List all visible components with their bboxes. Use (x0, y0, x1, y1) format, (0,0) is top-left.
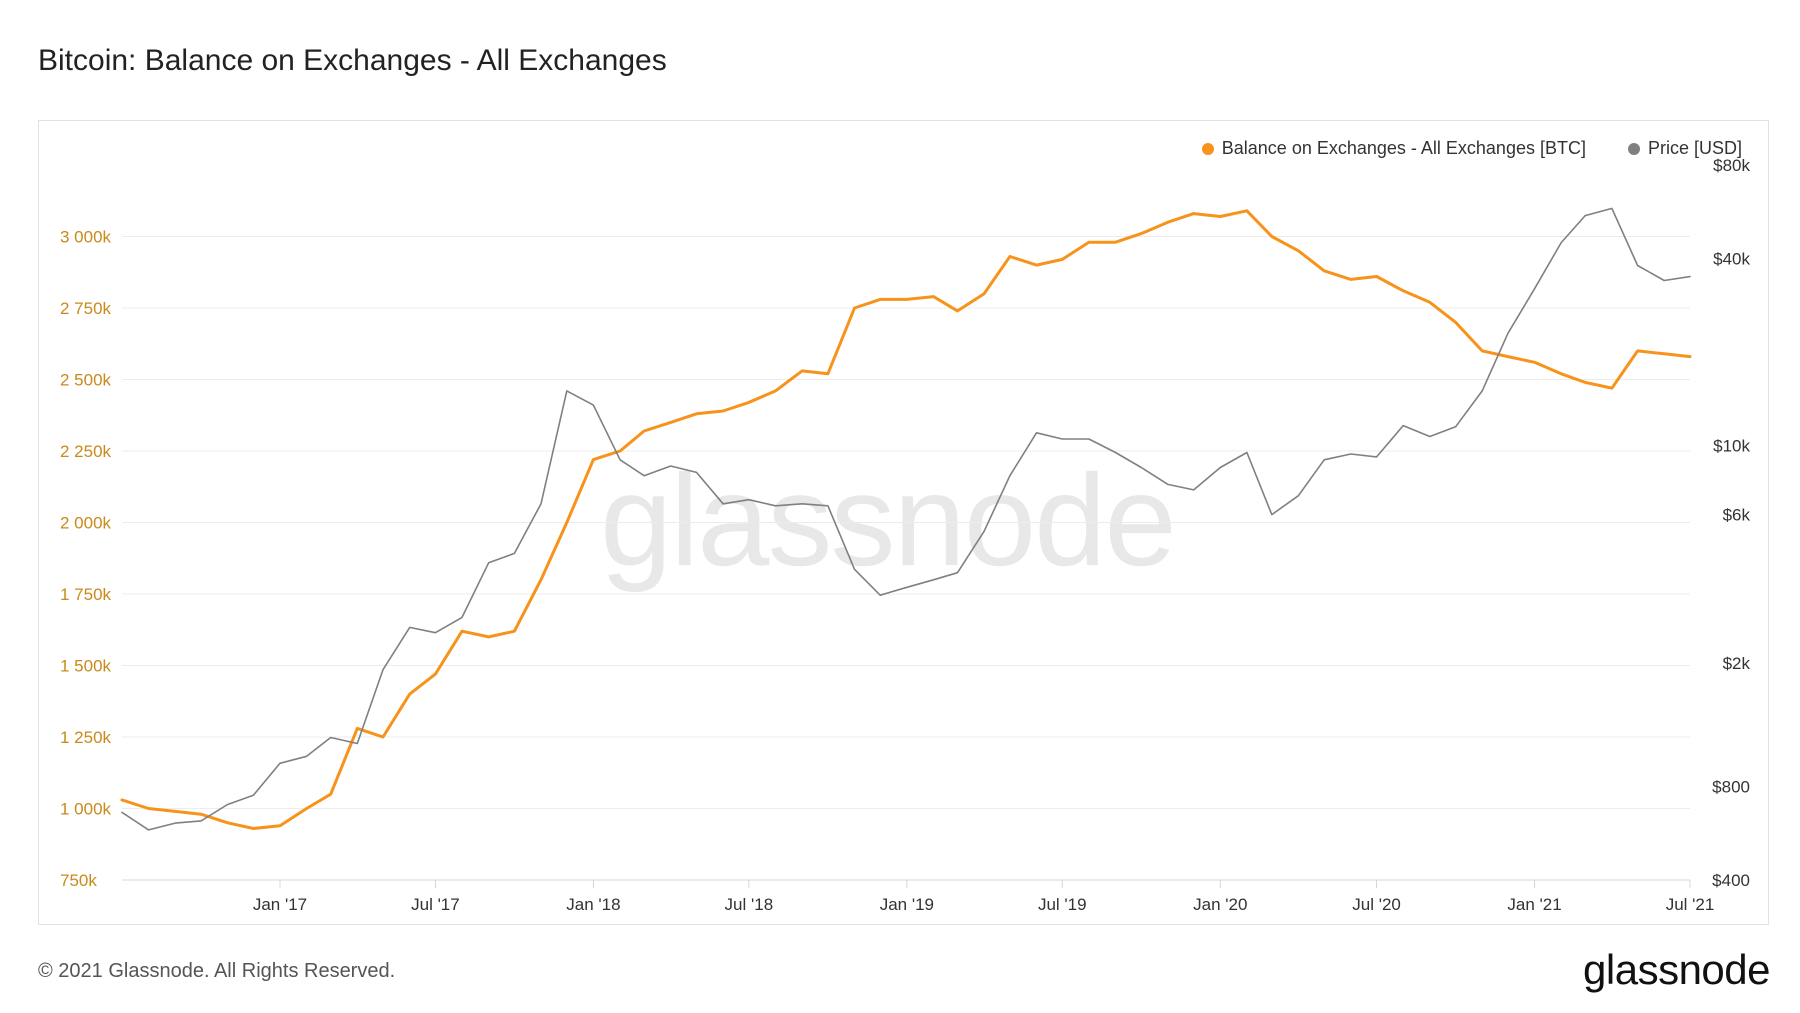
legend-dot-price (1627, 142, 1640, 155)
right-axis-tick-label: $800 (1712, 777, 1750, 796)
right-axis-tick-label: $80k (1713, 156, 1750, 175)
x-axis-tick-label: Jul '21 (1666, 895, 1715, 914)
legend-label-balance: Balance on Exchanges - All Exchanges [BT… (1221, 138, 1586, 158)
legend-item-balance[interactable]: Balance on Exchanges - All Exchanges [BT… (1201, 138, 1586, 159)
x-axis-tick-label: Jul '20 (1352, 895, 1401, 914)
left-axis-tick-label: 750k (60, 871, 97, 890)
glassnode-logo: glassnode (1583, 946, 1770, 993)
copyright-text: © 2021 Glassnode. All Rights Reserved. (38, 960, 396, 982)
legend-item-price[interactable]: Price [USD] (1627, 138, 1742, 159)
x-axis-tick-label: Jul '17 (411, 895, 460, 914)
left-axis-tick-label: 2 000k (60, 514, 112, 533)
x-axis-tick-label: Jul '18 (725, 895, 774, 914)
left-axis-tick-label: 1 000k (60, 800, 112, 819)
x-axis-tick-label: Jan '21 (1507, 895, 1561, 914)
legend-label-price: Price [USD] (1647, 138, 1742, 158)
legend: Balance on Exchanges - All Exchanges [BT… (1201, 138, 1742, 159)
watermark: glassnode (600, 447, 1177, 593)
price-series-line (121, 207, 1691, 831)
x-axis-tick-label: Jan '18 (566, 895, 620, 914)
left-axis-tick-label: 1 750k (60, 585, 112, 604)
x-axis-tick-label: Jan '17 (253, 895, 307, 914)
balance-series-line (120, 209, 1692, 830)
left-axis-tick-label: 2 500k (60, 371, 112, 390)
right-axis-tick-label: $40k (1713, 250, 1750, 269)
left-axis-tick-label: 1 500k (60, 657, 112, 676)
left-axis-tick-label: 1 250k (60, 728, 112, 747)
x-axis-tick-label: Jan '20 (1193, 895, 1247, 914)
left-axis-tick-label: 2 250k (60, 442, 112, 461)
x-axis-tick-label: Jul '19 (1038, 895, 1087, 914)
left-axis-tick-label: 2 750k (60, 299, 112, 318)
right-axis-tick-label: $10k (1713, 437, 1750, 456)
page-title: Bitcoin: Balance on Exchanges - All Exch… (38, 44, 667, 77)
x-axis-tick-label: Jan '19 (880, 895, 934, 914)
right-axis-tick-label: $400 (1712, 871, 1750, 890)
right-axis-tick-label: $2k (1723, 654, 1751, 673)
right-axis-tick-label: $6k (1723, 506, 1751, 525)
legend-dot-balance (1201, 142, 1214, 155)
chart-frame (38, 120, 1769, 925)
left-axis-tick-label: 3 000k (60, 228, 112, 247)
